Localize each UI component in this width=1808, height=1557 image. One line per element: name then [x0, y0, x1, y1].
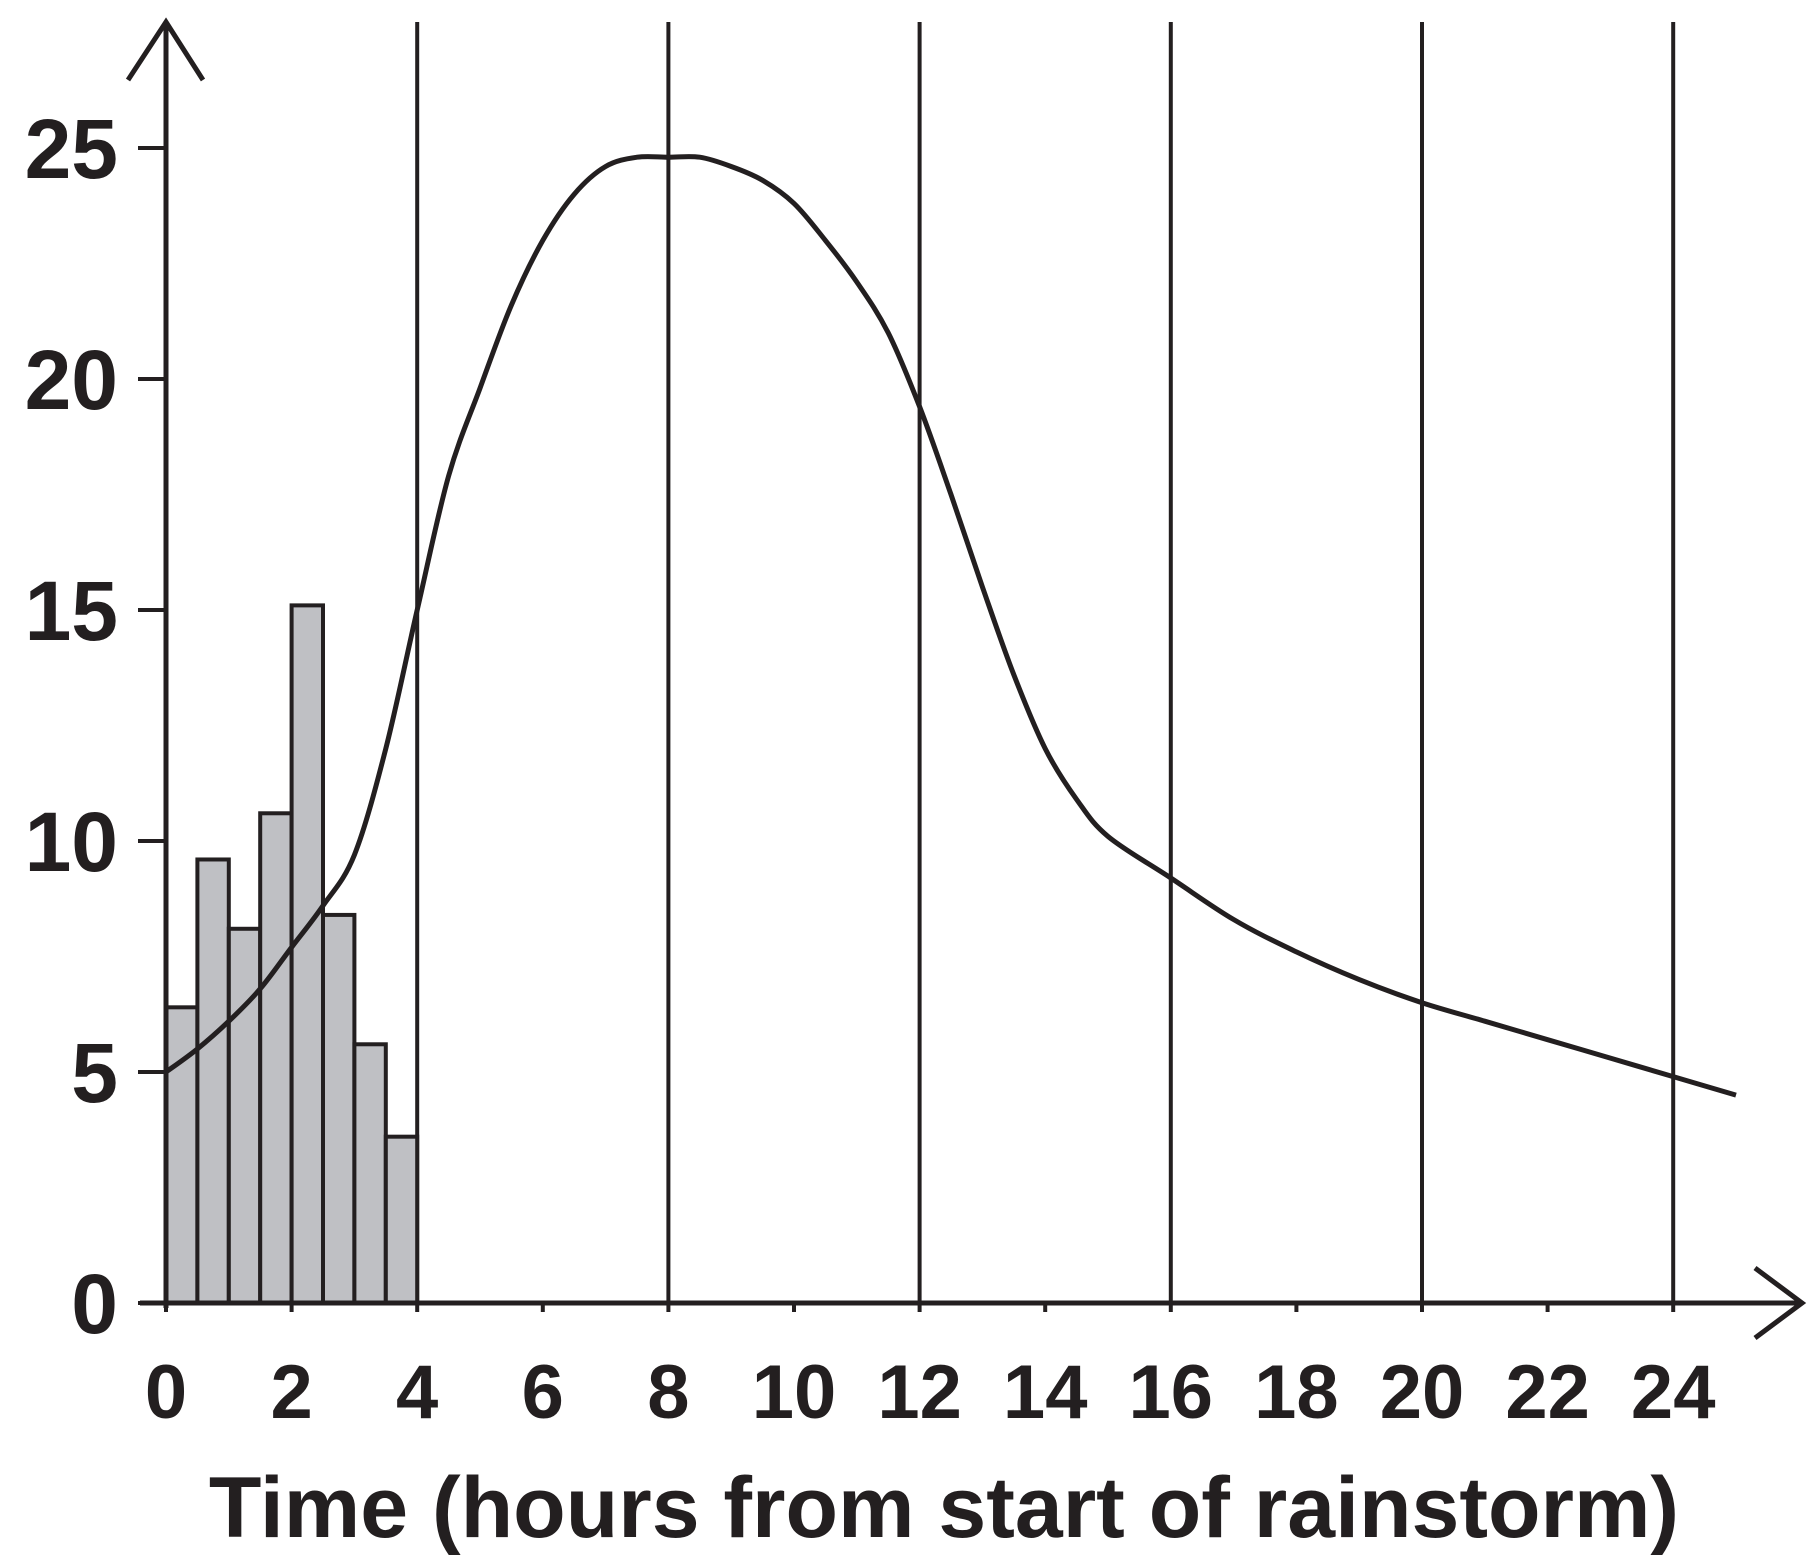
rainfall-bars	[164, 603, 420, 1306]
x-tick-label: 12	[877, 1350, 962, 1435]
rainfall-bar	[258, 811, 294, 1306]
y-axis-arrowhead	[125, 17, 206, 82]
x-tick-label: 6	[522, 1350, 564, 1435]
x-tick-label: 8	[647, 1350, 689, 1435]
x-tick-label: 2	[270, 1350, 312, 1435]
x-tick-label: 22	[1505, 1350, 1590, 1435]
x-tick-label: 14	[1003, 1350, 1088, 1435]
axis-ticks	[138, 146, 1676, 1312]
rainfall-bar	[383, 1134, 420, 1306]
x-tick-label: 16	[1129, 1350, 1214, 1435]
y-tick-label: 15	[25, 564, 118, 658]
x-tick-label: 10	[752, 1350, 837, 1435]
y-tick-label: 20	[25, 333, 118, 427]
rainfall-bar	[226, 926, 263, 1306]
discharge-line	[164, 154, 1737, 1098]
y-tick-label: 5	[71, 1026, 118, 1120]
x-tick-label: 20	[1380, 1350, 1465, 1435]
y-tick-label: 10	[25, 795, 118, 889]
x-axis-title: Time (hours from start of rainstorm)	[209, 1460, 1679, 1556]
y-tick-label: 0	[71, 1257, 118, 1351]
rainfall-bar	[321, 912, 357, 1305]
gridlines	[415, 22, 1676, 1303]
y-tick-label: 25	[25, 102, 118, 196]
x-axis-arrowhead	[1753, 1265, 1807, 1341]
rainfall-bar	[289, 603, 326, 1305]
x-tick-label: 24	[1631, 1350, 1716, 1435]
x-tick-label: 0	[145, 1350, 187, 1435]
rainfall-bar	[195, 857, 231, 1305]
x-tick-label: 4	[396, 1350, 438, 1435]
rainfall-bar	[352, 1042, 388, 1306]
x-tick-label: 18	[1254, 1350, 1339, 1435]
